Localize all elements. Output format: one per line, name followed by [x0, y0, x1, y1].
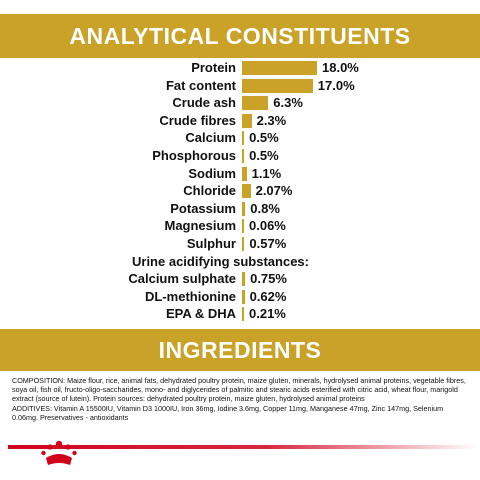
ingredients-banner: INGREDIENTS — [0, 329, 480, 371]
ingredients-title: INGREDIENTS — [158, 336, 322, 363]
constituent-bar — [242, 272, 246, 287]
constituent-row: Crude ash 6.3% — [0, 94, 480, 112]
constituent-label: EPA & DHA — [165, 306, 236, 322]
constituent-value: 0.62% — [249, 288, 287, 304]
constituent-bar — [242, 149, 245, 163]
constituent-row: Potassium 0.8% — [0, 200, 480, 218]
constituent-label: DL-methionine — [145, 288, 236, 304]
constituent-label: Magnesium — [164, 218, 236, 234]
constituent-value: 0.75% — [250, 271, 287, 287]
constituent-row: Fat content 17.0% — [0, 77, 480, 95]
constituent-bar — [242, 61, 317, 75]
constituent-value: 6.3% — [273, 95, 303, 111]
constituent-bar — [242, 113, 252, 128]
constituent-bar — [242, 166, 247, 181]
constituent-value: 0.5% — [249, 148, 279, 163]
constituent-label: Protein — [191, 60, 236, 75]
constituent-value: 1.1% — [251, 165, 282, 181]
composition-text: COMPOSITION: Maize flour, rice, animal f… — [12, 376, 466, 404]
constituent-bar — [242, 96, 269, 111]
royal-canin-crown-icon — [41, 440, 77, 465]
constituent-row: Sulphur 0.57% — [0, 235, 480, 253]
constituent-label: Sodium — [188, 165, 236, 181]
constituent-value: 0.8% — [250, 200, 280, 216]
constituent-row: Calcium sulphate 0.75% — [0, 270, 480, 288]
constituent-bar — [242, 184, 251, 199]
constituent-value: 18.0% — [322, 60, 359, 75]
constituent-value: 2.3% — [256, 112, 287, 128]
constituent-label: Phosphorous — [152, 148, 236, 163]
group-label: Urine acidifying substances: — [132, 253, 309, 269]
constituent-bar — [242, 201, 246, 216]
constituent-label: Sulphur — [186, 236, 236, 251]
constituent-row: Protein 18.0% — [0, 59, 480, 77]
constituent-label: Fat content — [165, 77, 236, 93]
constituent-row: Chloride 2.07% — [0, 182, 480, 200]
constituent-bar — [242, 131, 245, 146]
constituent-value: 0.57% — [249, 236, 287, 251]
analytical-constituents-banner: ANALYTICAL CONSTITUENTS — [0, 14, 480, 58]
constituent-label: Calcium — [185, 130, 236, 146]
constituent-label: Crude fibres — [159, 112, 236, 128]
constituent-bar — [242, 78, 313, 93]
constituent-row: EPA & DHA 0.21% — [0, 305, 480, 323]
constituent-value: 2.07% — [255, 183, 293, 199]
composition-block: COMPOSITION: Maize flour, rice, animal f… — [12, 376, 470, 422]
constituent-row: Phosphorous 0.5% — [0, 147, 480, 165]
constituent-value: 0.21% — [249, 306, 286, 322]
constituent-bar — [242, 289, 245, 304]
constituent-bar — [242, 237, 245, 251]
constituent-row: Calcium 0.5% — [0, 129, 480, 147]
additives-text: ADDITIVES: Vitamin A 15500IU, Vitamin D3… — [12, 403, 444, 422]
constituent-bar — [242, 307, 244, 322]
brand-red-line — [8, 445, 478, 449]
constituent-label: Chloride — [183, 183, 236, 199]
constituent-row: Crude fibres 2.3% — [0, 112, 480, 130]
constituent-label: Potassium — [170, 200, 236, 216]
constituent-value: 0.5% — [249, 130, 279, 146]
constituent-label: Calcium sulphate — [128, 271, 236, 287]
constituent-row: Magnesium 0.06% — [0, 217, 480, 235]
analytical-constituents-title: ANALYTICAL CONSTITUENTS — [69, 22, 411, 49]
group-label-row: Urine acidifying substances: — [0, 253, 480, 271]
constituent-row: DL-methionine 0.62% — [0, 288, 480, 306]
constituent-bar — [242, 219, 244, 234]
constituent-value: 0.06% — [249, 218, 286, 234]
constituent-row: Sodium 1.1% — [0, 165, 480, 183]
constituent-value: 17.0% — [317, 77, 355, 93]
constituent-label: Crude ash — [172, 95, 236, 111]
